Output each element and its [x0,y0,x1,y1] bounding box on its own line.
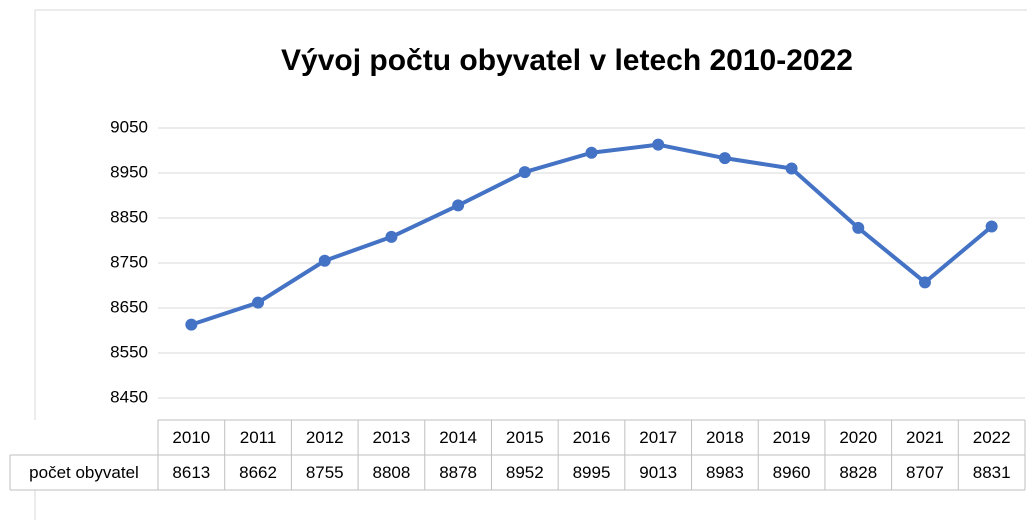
x-tick-label: 2011 [240,428,277,447]
y-tick-label: 8750 [110,252,148,271]
x-tick-label: 2014 [439,428,477,447]
x-tick-label: 2022 [973,428,1011,447]
table-value: 8960 [773,463,811,482]
marker [585,146,598,159]
x-tick-label: 2020 [839,428,877,447]
y-tick-label: 8850 [110,207,148,226]
table-value: 8831 [973,463,1011,482]
marker [518,166,531,179]
x-tick-label: 2015 [506,428,544,447]
marker [718,152,731,165]
marker [652,138,665,151]
marker [852,221,865,234]
table-value: 8808 [373,463,411,482]
table-value: 8983 [706,463,744,482]
table-value: 8613 [172,463,210,482]
marker [785,162,798,175]
series-line [190,142,993,327]
y-tick-label: 8950 [110,162,148,181]
table-value: 8995 [573,463,611,482]
table-value: 8755 [306,463,344,482]
marker [252,296,265,309]
table-value: 8828 [839,463,877,482]
x-tick-label: 2010 [172,428,210,447]
x-tick-label: 2012 [306,428,344,447]
table-value: 8707 [906,463,944,482]
x-tick-label: 2019 [773,428,811,447]
y-tick-label: 8450 [110,387,148,406]
marker [385,230,398,243]
x-tick-label: 2016 [573,428,611,447]
marker [452,199,465,212]
table-value: 9013 [639,463,677,482]
chart-title: Vývoj počtu obyvatel v letech 2010-2022 [281,44,853,77]
legend-label: počet obyvatel [29,463,139,482]
marker [318,254,331,267]
marker [918,276,931,289]
y-tick-label: 8550 [110,342,148,361]
x-tick-label: 2018 [706,428,744,447]
x-tick-label: 2021 [906,428,944,447]
y-tick-label: 8650 [110,297,148,316]
table-value: 8952 [506,463,544,482]
y-tick-label: 9050 [110,117,148,136]
x-tick-label: 2013 [373,428,411,447]
x-tick-label: 2017 [639,428,677,447]
table-value: 8662 [239,463,277,482]
table-value: 8878 [439,463,477,482]
marker [985,220,998,233]
marker [185,318,198,331]
